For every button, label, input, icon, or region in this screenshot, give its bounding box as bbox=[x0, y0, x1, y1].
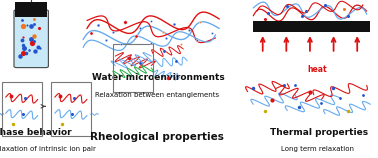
Bar bbox=[15, 2, 47, 17]
Text: Relaxation between entanglements: Relaxation between entanglements bbox=[95, 92, 219, 98]
Text: Water microenvironments: Water microenvironments bbox=[92, 73, 225, 82]
Text: Long term relaxation: Long term relaxation bbox=[281, 146, 354, 152]
Text: Phase behavior: Phase behavior bbox=[0, 128, 71, 137]
Text: heat: heat bbox=[308, 65, 327, 74]
Text: Relaxation of intrinsic ion pair: Relaxation of intrinsic ion pair bbox=[0, 146, 96, 152]
Bar bbox=[2, 82, 42, 136]
Bar bbox=[253, 21, 370, 32]
Bar bbox=[51, 82, 91, 136]
Bar bbox=[113, 44, 153, 92]
Text: Thermal properties: Thermal properties bbox=[270, 128, 369, 137]
FancyBboxPatch shape bbox=[14, 10, 48, 68]
Text: Rheological properties: Rheological properties bbox=[90, 132, 224, 142]
